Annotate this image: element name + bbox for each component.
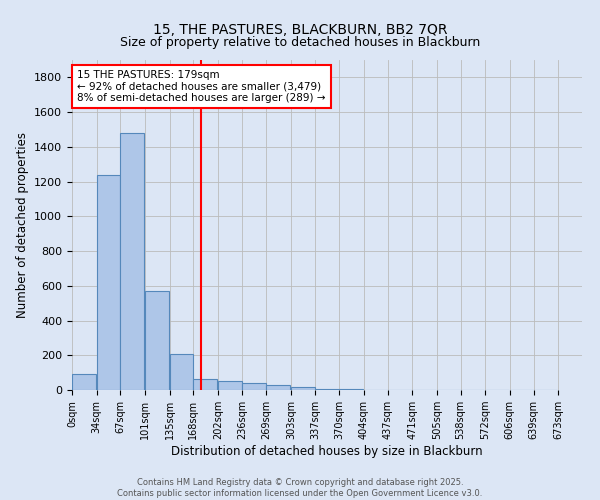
Bar [97, 174, 121, 390]
Bar [291, 386, 315, 390]
Bar [170, 354, 193, 390]
Bar [218, 382, 242, 390]
Text: 15, THE PASTURES, BLACKBURN, BB2 7QR: 15, THE PASTURES, BLACKBURN, BB2 7QR [153, 22, 447, 36]
Y-axis label: Number of detached properties: Number of detached properties [16, 132, 29, 318]
Bar [193, 378, 217, 390]
Bar [266, 385, 290, 390]
Bar [242, 383, 266, 390]
Text: 15 THE PASTURES: 179sqm
← 92% of detached houses are smaller (3,479)
8% of semi-: 15 THE PASTURES: 179sqm ← 92% of detache… [77, 70, 326, 103]
Text: Size of property relative to detached houses in Blackburn: Size of property relative to detached ho… [120, 36, 480, 49]
Bar [145, 291, 169, 390]
Bar [121, 133, 144, 390]
Bar [72, 374, 96, 390]
Bar [316, 388, 339, 390]
X-axis label: Distribution of detached houses by size in Blackburn: Distribution of detached houses by size … [171, 445, 483, 458]
Text: Contains HM Land Registry data © Crown copyright and database right 2025.
Contai: Contains HM Land Registry data © Crown c… [118, 478, 482, 498]
